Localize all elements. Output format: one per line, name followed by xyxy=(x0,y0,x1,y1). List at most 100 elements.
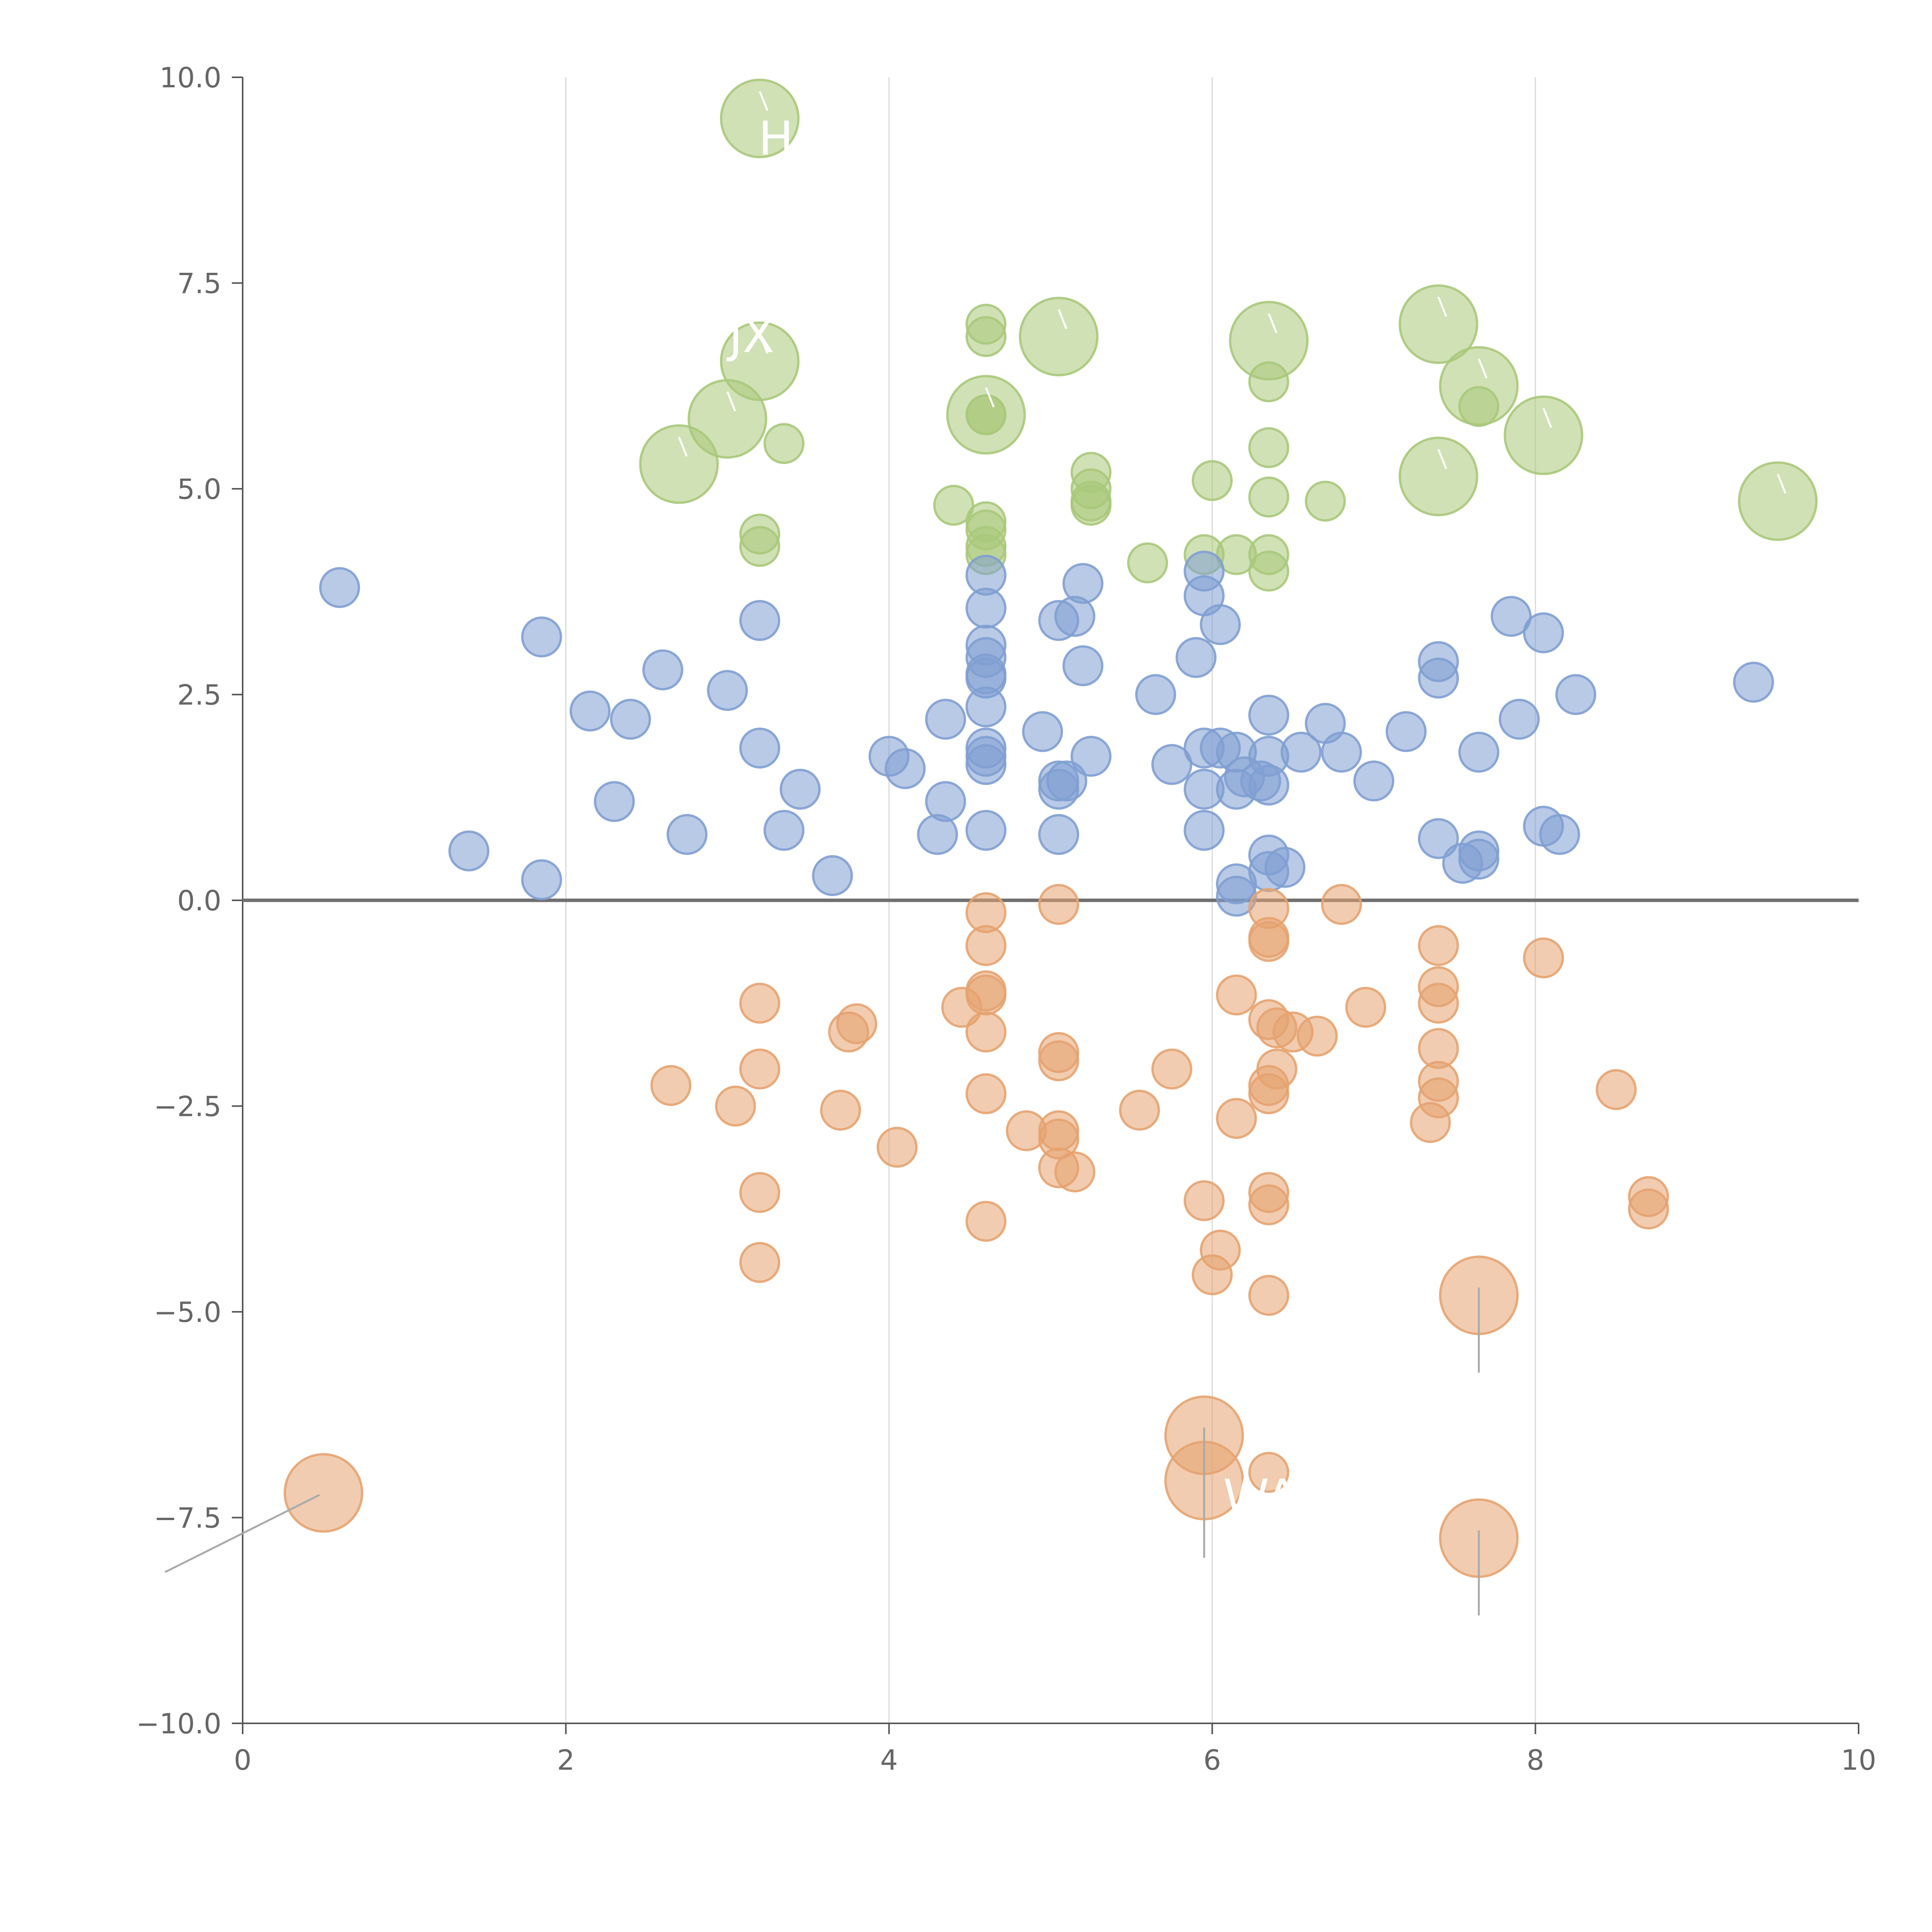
y-tick-label: 7.5 xyxy=(177,267,221,300)
x-tick-label: 2 xyxy=(557,1744,575,1776)
data-point xyxy=(448,830,490,872)
data-point xyxy=(1555,674,1597,715)
data-point xyxy=(1022,711,1063,752)
data-point xyxy=(1062,563,1104,604)
data-point xyxy=(820,1090,861,1131)
leader-line xyxy=(759,333,769,354)
data-point xyxy=(1539,814,1580,855)
leader-line xyxy=(1437,297,1447,317)
data-point xyxy=(1038,814,1079,855)
y-tick-label: −7.5 xyxy=(154,1502,221,1534)
x-tick-label: 0 xyxy=(234,1744,252,1776)
y-tick-label: 5.0 xyxy=(177,473,221,505)
data-point xyxy=(639,424,719,504)
x-tick-label: 8 xyxy=(1527,1744,1544,1776)
data-point xyxy=(1738,461,1818,541)
data-point xyxy=(1248,921,1289,962)
data-point xyxy=(965,1011,1007,1053)
data-point xyxy=(763,423,804,464)
data-point xyxy=(1062,645,1104,686)
series-green xyxy=(639,78,1818,592)
data-point xyxy=(1281,731,1322,773)
data-point xyxy=(1119,1090,1160,1131)
data-point xyxy=(1345,986,1386,1028)
data-point xyxy=(884,748,926,789)
data-point xyxy=(965,744,1007,785)
data-point xyxy=(521,616,562,658)
data-point xyxy=(965,686,1007,728)
data-point xyxy=(1248,694,1289,736)
data-point xyxy=(1038,1040,1079,1082)
data-point xyxy=(917,814,958,855)
leader-line xyxy=(1058,309,1068,329)
data-point xyxy=(739,1048,781,1090)
data-point xyxy=(1046,760,1087,802)
data-point xyxy=(925,699,966,740)
data-point xyxy=(739,1242,781,1283)
data-point xyxy=(1135,674,1176,715)
data-point xyxy=(319,567,360,608)
leader-line xyxy=(1268,313,1277,333)
series-orange xyxy=(284,884,1669,1578)
data-point xyxy=(1458,731,1500,773)
data-point xyxy=(1248,1184,1289,1226)
leader-line xyxy=(1437,449,1447,469)
data-point xyxy=(521,859,562,900)
data-point xyxy=(965,1073,1007,1114)
data-point xyxy=(1151,1048,1192,1090)
leader-line xyxy=(1478,358,1488,379)
data-point xyxy=(1248,476,1289,518)
data-point xyxy=(1248,427,1289,468)
data-point xyxy=(1304,480,1346,522)
data-point xyxy=(1248,361,1289,403)
data-point xyxy=(1523,937,1564,979)
y-tick-label: −10.0 xyxy=(136,1708,221,1740)
data-point xyxy=(1398,437,1478,517)
data-point xyxy=(739,600,781,641)
data-point xyxy=(1216,974,1257,1015)
data-point xyxy=(1398,284,1478,364)
data-point xyxy=(1595,1069,1637,1110)
data-point xyxy=(965,974,1007,1015)
data-point xyxy=(715,1085,756,1127)
leader-line xyxy=(759,91,769,111)
data-point xyxy=(739,983,781,1024)
data-point xyxy=(1019,296,1099,376)
data-point xyxy=(1038,884,1079,925)
data-point xyxy=(1248,551,1289,592)
data-point xyxy=(610,699,651,740)
data-point xyxy=(1127,542,1168,583)
data-point xyxy=(1184,810,1225,851)
data-point xyxy=(570,690,611,732)
data-point xyxy=(1503,395,1583,475)
data-point xyxy=(812,855,853,896)
y-tick-label: 2.5 xyxy=(177,679,221,711)
data-point xyxy=(1386,711,1427,752)
data-point xyxy=(707,670,748,711)
point-labels: H JX WA xyxy=(726,112,1298,1524)
data-point xyxy=(1264,847,1306,888)
leader-line xyxy=(1543,408,1552,428)
data-point xyxy=(965,394,1007,435)
data-point xyxy=(1192,460,1233,501)
leader-line xyxy=(678,437,688,457)
data-points xyxy=(284,78,1818,1578)
data-point xyxy=(1240,760,1281,802)
data-point xyxy=(1297,1015,1338,1057)
data-point xyxy=(720,78,800,158)
data-point xyxy=(1523,612,1564,653)
data-point xyxy=(1248,1452,1289,1493)
data-point xyxy=(1418,657,1459,699)
data-point xyxy=(1321,884,1362,925)
data-point xyxy=(284,1453,364,1533)
data-point xyxy=(667,814,708,855)
data-point xyxy=(1248,1275,1289,1316)
point-label: JX xyxy=(726,310,775,363)
data-point xyxy=(1151,744,1192,785)
leader-line xyxy=(985,387,995,408)
leader-lines xyxy=(164,91,1787,1616)
data-point xyxy=(965,1201,1007,1242)
data-point xyxy=(965,316,1007,357)
